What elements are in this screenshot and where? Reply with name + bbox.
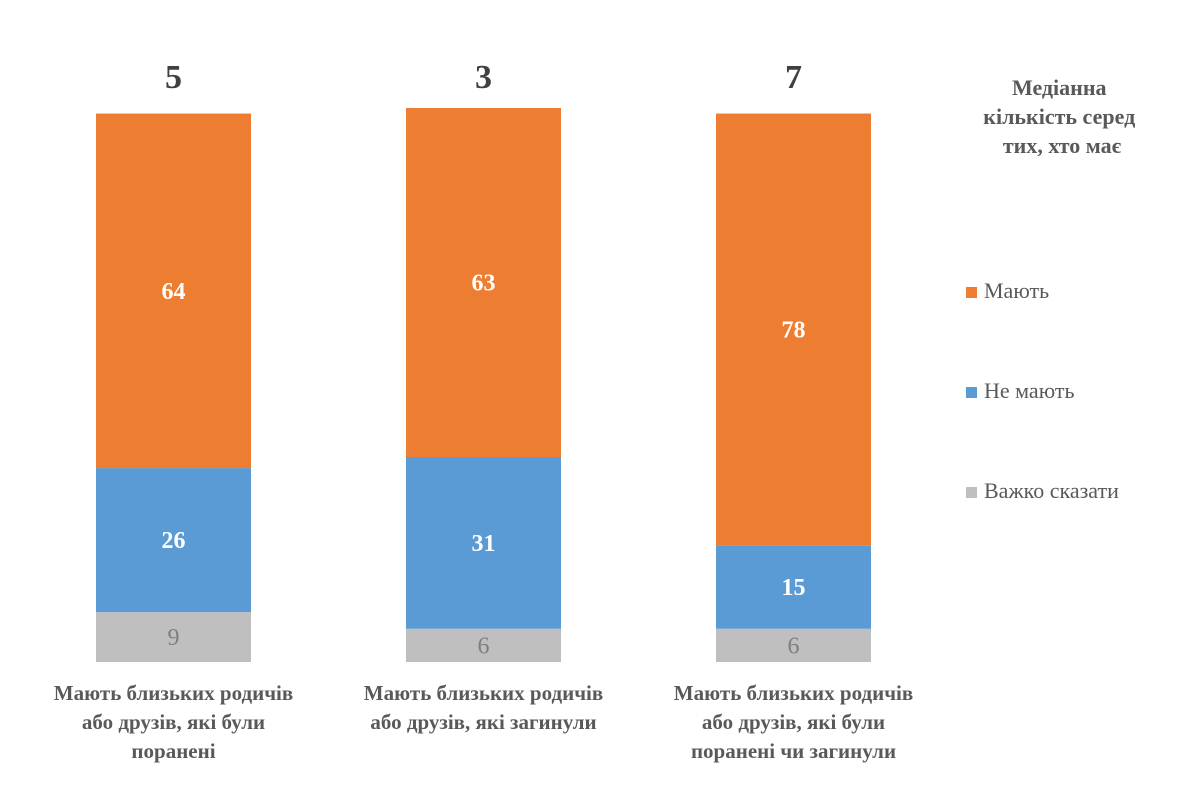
bar-segment-hard-to-say-1	[96, 612, 251, 662]
data-label-have-1: 64	[162, 279, 186, 305]
data-label-hard-to-say-2: 6	[478, 633, 490, 659]
bars-group: 9 26 64 6 31 63 6 15 78	[96, 108, 871, 662]
bar-segment-hard-to-say-2	[406, 628, 561, 662]
median-label-3: 7	[785, 59, 802, 96]
data-label-have-2: 63	[472, 271, 496, 297]
category-label-1: Мають близьких родичів або друзів, які бу…	[54, 681, 293, 763]
data-label-not-have-1: 26	[162, 528, 186, 554]
data-label-hard-to-say-3: 6	[788, 633, 800, 659]
legend-label-not-have: Не мають	[984, 378, 1074, 403]
data-label-not-have-2: 31	[472, 531, 496, 557]
category-label-2: Мають близьких родичів або друзів, які за…	[364, 681, 603, 734]
data-label-have-3: 78	[782, 318, 806, 344]
legend-swatch-not-have	[966, 387, 977, 398]
bar-segment-not-have-2	[406, 457, 561, 629]
median-labels: 5 3 7	[165, 59, 802, 96]
category-labels: Мають близьких родичів або друзів, які бу…	[54, 681, 913, 763]
legend-title: Медіанна кількість серед тих, хто має	[983, 75, 1140, 158]
legend-swatch-hard-to-say	[966, 487, 977, 498]
median-label-1: 5	[165, 59, 182, 96]
bar-segment-have-3	[716, 113, 871, 546]
data-label-hard-to-say-1: 9	[168, 625, 180, 651]
bar-segment-hard-to-say-3	[716, 628, 871, 662]
median-label-2: 3	[475, 59, 492, 96]
data-label-not-have-3: 15	[782, 575, 806, 601]
bar-segment-have-2	[406, 108, 561, 458]
bar-segment-not-have-3	[716, 545, 871, 629]
bar-segment-not-have-1	[96, 468, 251, 613]
category-label-3: Мають близьких родичів або друзів, які бу…	[674, 681, 913, 763]
legend: Медіанна кількість серед тих, хто має Ма…	[966, 75, 1140, 503]
legend-label-have: Мають	[984, 278, 1049, 303]
bar-segment-have-1	[96, 113, 251, 469]
legend-swatch-have	[966, 287, 977, 298]
legend-label-hard-to-say: Важко сказати	[984, 478, 1119, 503]
